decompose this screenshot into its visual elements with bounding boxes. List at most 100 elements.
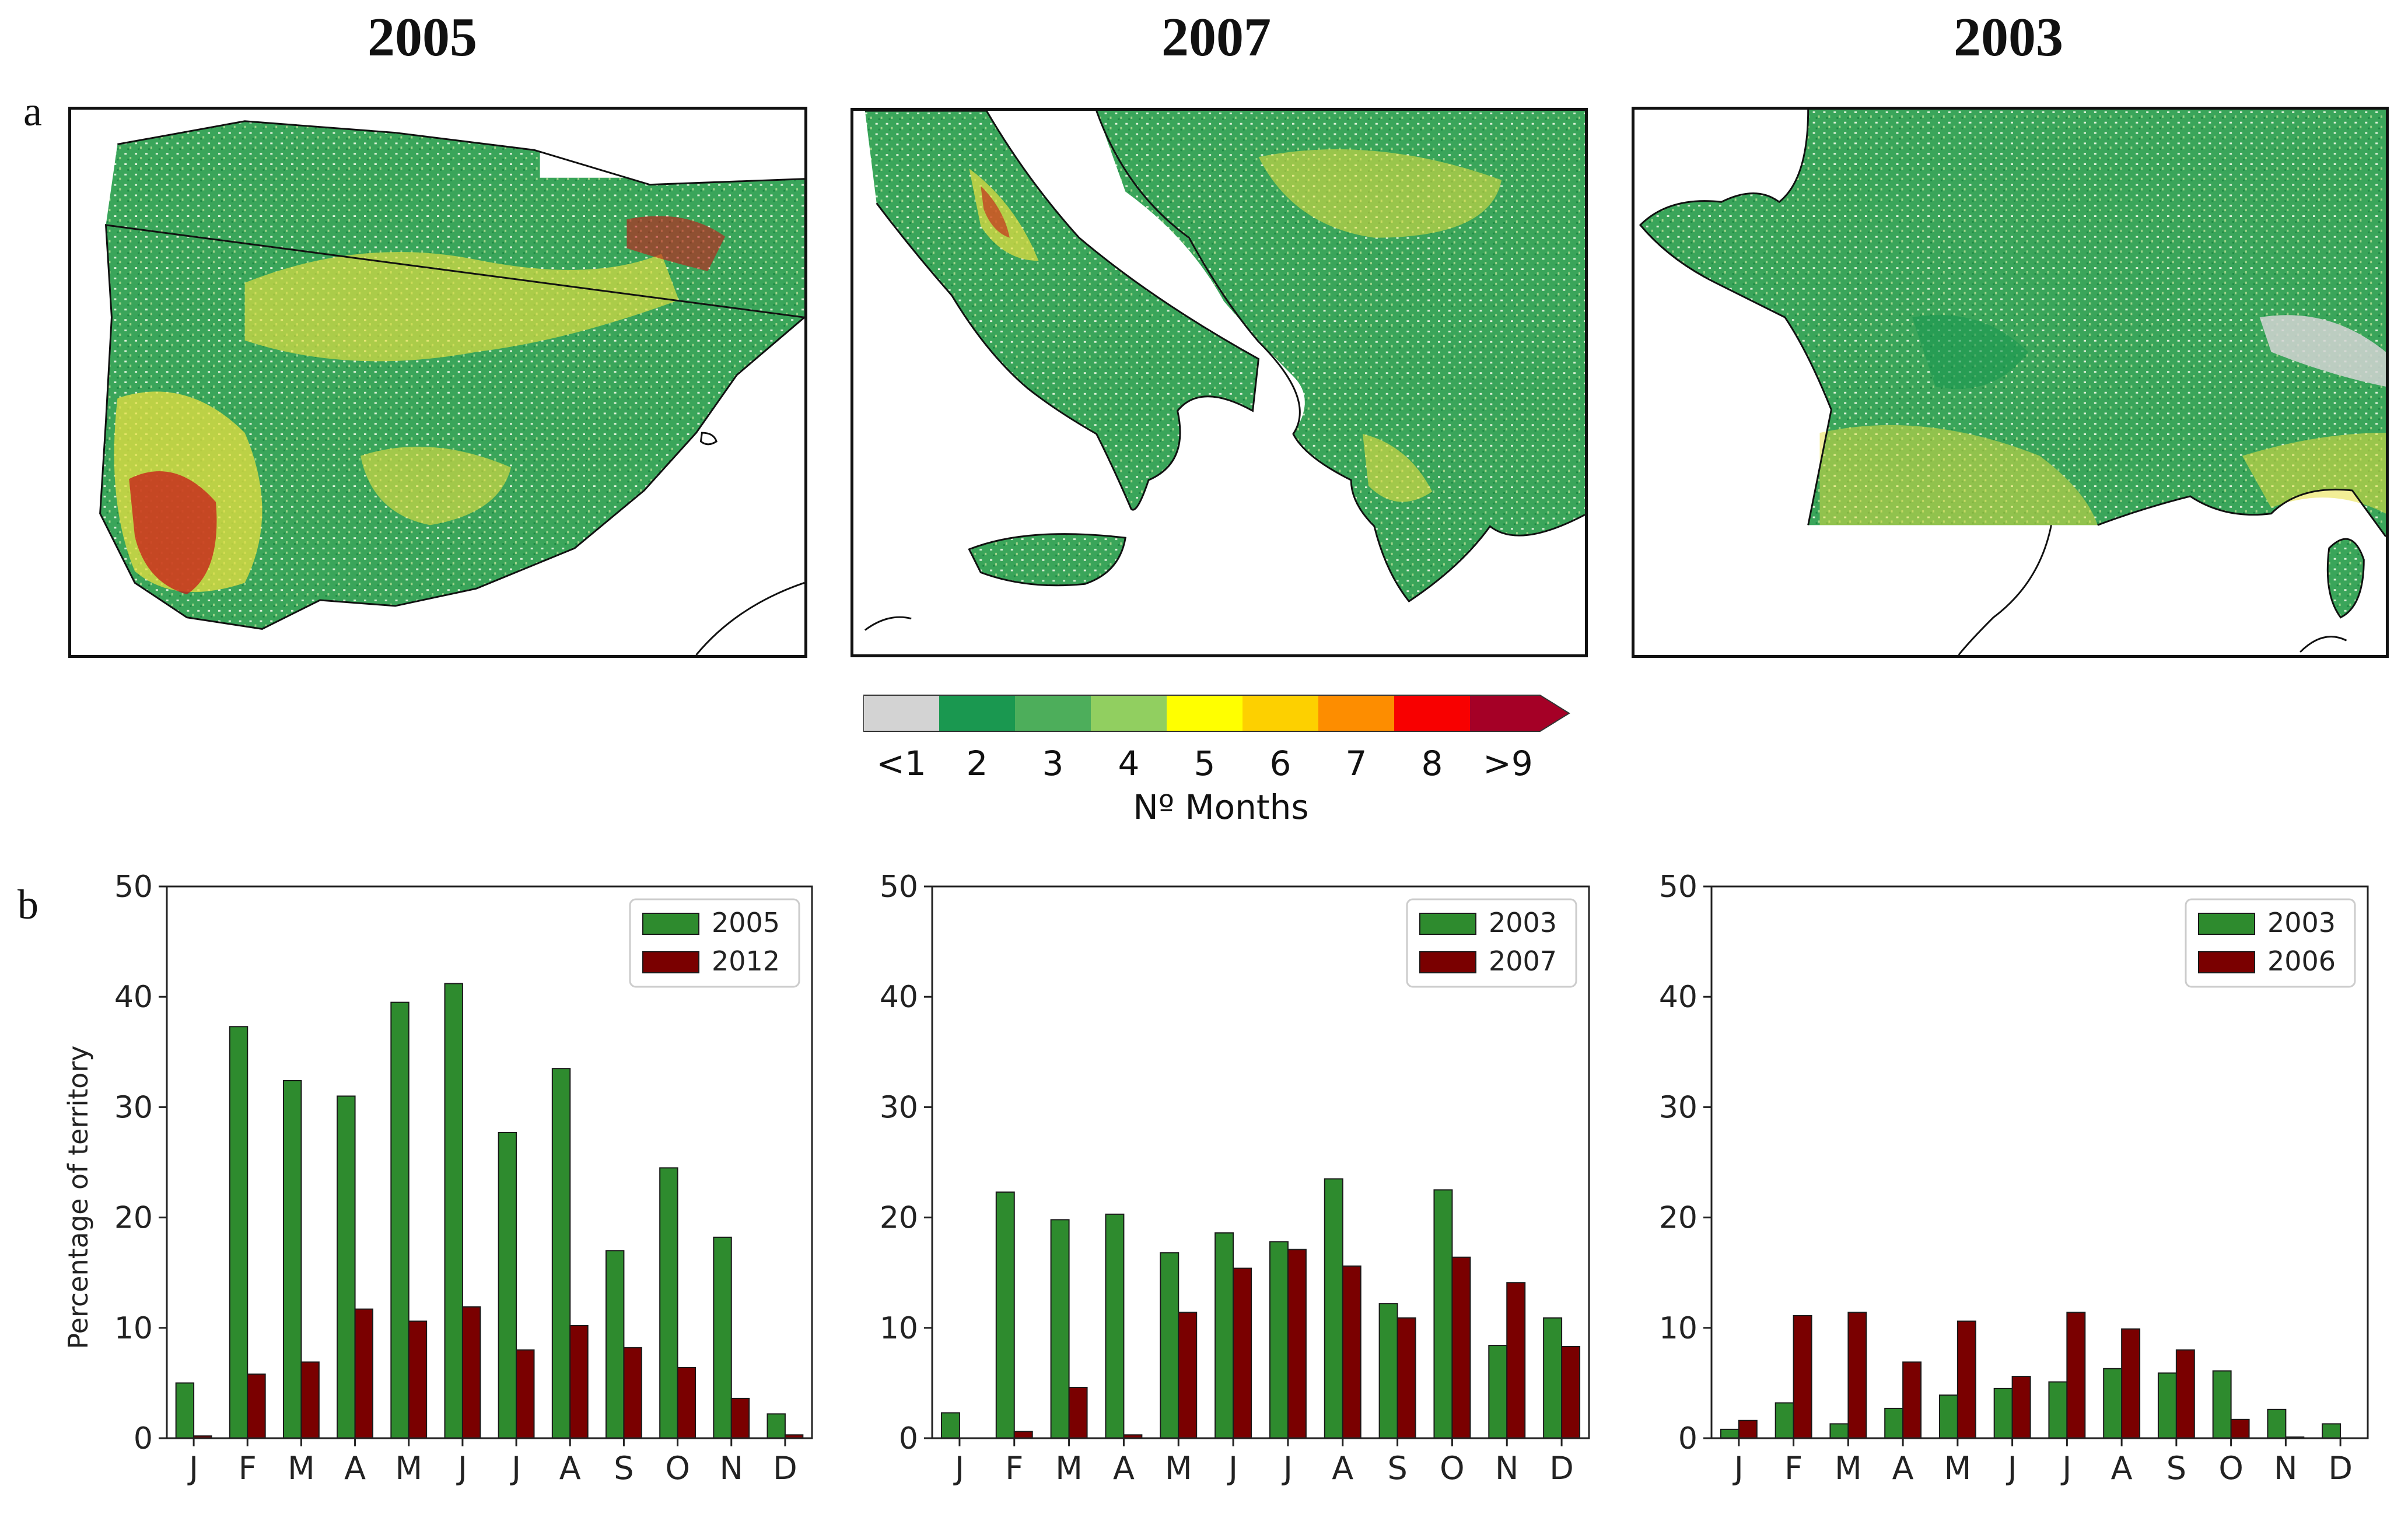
bar-2003-D [2322, 1423, 2342, 1439]
bar-2005-F [229, 1026, 249, 1439]
plot-frame [1710, 885, 2369, 1439]
x-tick-label: J [1227, 1450, 1238, 1487]
x-tick-label: A [559, 1450, 581, 1487]
map-iberia [68, 107, 807, 658]
map-italy-balkans [850, 108, 1588, 657]
colorbar-title: Nº Months [1133, 787, 1309, 827]
bar-2012-S [623, 1347, 642, 1439]
plot-frame [166, 885, 813, 1439]
plot-frame [931, 885, 1590, 1439]
y-tick-label: 0 [899, 1421, 918, 1456]
y-tick-label: 30 [114, 1090, 153, 1125]
legend-swatch-2007 [1419, 951, 1476, 973]
panel-label-a: a [23, 88, 42, 135]
x-tick-label: A [1113, 1450, 1135, 1487]
bar-2005-J [444, 983, 463, 1439]
x-tick-label: S [2166, 1450, 2186, 1487]
x-tick-label: N [720, 1450, 743, 1487]
y-tick-label: 30 [880, 1090, 918, 1125]
bar-2005-A [337, 1095, 356, 1439]
bar-2003-M [1160, 1252, 1180, 1439]
bar-2006-O [2230, 1418, 2250, 1439]
legend-label-2005: 2005 [712, 907, 780, 938]
bar-2006-J [2066, 1312, 2086, 1439]
bar-2012-A [569, 1325, 589, 1439]
map-iberia-drawing [99, 110, 804, 655]
y-tick-label: 50 [114, 870, 153, 905]
colorbar-cell [1394, 695, 1470, 731]
map-title-2005: 2005 [368, 7, 477, 68]
bar-2006-M [1957, 1320, 1976, 1439]
x-tick-label: J [2060, 1450, 2071, 1487]
x-tick-label: F [1005, 1450, 1023, 1487]
colorbar-tick-label: 8 [1421, 744, 1443, 783]
legend-label-2007: 2007 [1489, 945, 1557, 977]
x-tick-label: M [288, 1450, 315, 1487]
bar-2012-N [730, 1397, 750, 1439]
x-tick-label: O [1440, 1450, 1465, 1487]
bar-2007-D [1561, 1345, 1581, 1439]
bar-2007-J [1233, 1267, 1252, 1439]
x-tick-label: F [1784, 1450, 1803, 1487]
y-tick-label: 30 [1659, 1090, 1698, 1125]
bar-2005-D [766, 1413, 786, 1439]
x-tick-label: N [1495, 1450, 1518, 1487]
bar-2003-A [1324, 1178, 1343, 1439]
legend-swatch-2003 [2198, 913, 2255, 935]
bar-2006-J [1738, 1420, 1758, 1439]
legend-swatch-2005 [642, 913, 699, 935]
bar-2006-A [2121, 1328, 2141, 1439]
x-tick-label: J [1732, 1450, 1744, 1487]
x-tick-label: S [1387, 1450, 1407, 1487]
x-tick-label: J [1282, 1450, 1293, 1487]
x-tick-label: A [1332, 1450, 1353, 1487]
bar-2003-N [2267, 1408, 2287, 1439]
y-tick-label: 40 [880, 980, 918, 1015]
map-title-2007: 2007 [1161, 7, 1271, 68]
y-tick-label: 20 [1659, 1201, 1698, 1236]
legend-label-2012: 2012 [712, 945, 780, 977]
bar-2007-S [1396, 1317, 1416, 1439]
bar-2005-M [283, 1080, 302, 1439]
colorbar-cell [1015, 695, 1091, 731]
legend-label-2003: 2003 [2267, 907, 2336, 938]
bar-2006-A [1902, 1361, 1922, 1439]
bar-2003-A [1105, 1213, 1125, 1439]
legend-swatch-2006 [2198, 951, 2255, 973]
colorbar-tick-label: 5 [1194, 744, 1216, 783]
x-tick-label: J [2006, 1450, 2017, 1487]
legend-swatch-2003 [1419, 913, 1476, 935]
x-tick-label: J [187, 1450, 198, 1487]
legend-label-2006: 2006 [2267, 945, 2336, 977]
map-italy-balkans-drawing [864, 111, 1585, 631]
colorbar-tick-label: 6 [1269, 744, 1292, 783]
x-tick-label: A [344, 1450, 366, 1487]
y-tick-label: 50 [1659, 870, 1698, 905]
x-tick-label: M [1835, 1450, 1862, 1487]
bar-2007-M [1068, 1386, 1088, 1439]
x-tick-label: D [773, 1450, 797, 1487]
colorbar-tick-label: 4 [1118, 744, 1140, 783]
colorbar-cell [1091, 695, 1167, 731]
y-tick-label: 0 [134, 1421, 153, 1456]
y-tick-label: 20 [114, 1201, 153, 1236]
x-tick-label: N [2274, 1450, 2297, 1487]
bar-2012-A [354, 1308, 373, 1439]
colorbar-cell [1470, 695, 1569, 731]
bar-2003-O [2212, 1370, 2232, 1439]
bar-2003-O [1433, 1189, 1453, 1439]
colorbar-cell [939, 695, 1015, 731]
bar-2007-M [1178, 1312, 1198, 1439]
map-france-drawing [1639, 110, 2386, 655]
bar-2003-F [995, 1191, 1015, 1439]
bar-2007-J [1287, 1249, 1307, 1439]
bar-2003-M [1050, 1219, 1070, 1439]
x-tick-label: S [614, 1450, 634, 1487]
colorbar-cell [863, 695, 939, 731]
colorbar-tick-label: 7 [1345, 744, 1367, 783]
x-tick-label: M [1055, 1450, 1083, 1487]
